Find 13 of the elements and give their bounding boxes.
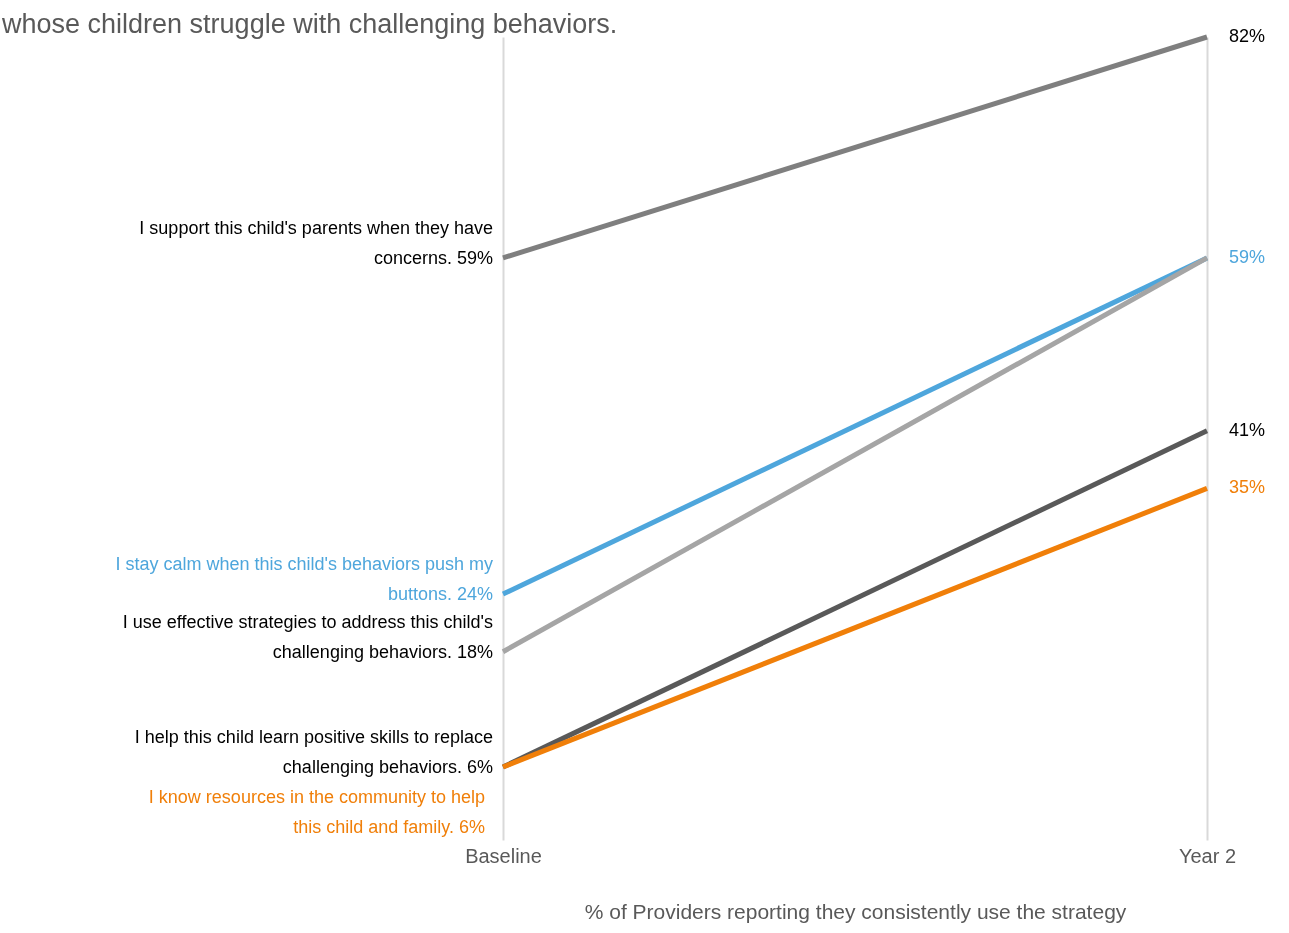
chart-title: whose children struggle with challenging behaviors. xyxy=(1,9,618,39)
text: I support this child's parents when they have concerns. 59% xyxy=(139,217,493,268)
data-label: 59% xyxy=(1229,246,1266,267)
text: I stay calm when this child's behaviors push my buttons. 24% xyxy=(115,554,493,605)
text: I use effective strategies to address this child's challenging behaviors. 18% xyxy=(122,611,493,662)
x-tick-label: Year 2 xyxy=(1178,844,1237,867)
x-axis-title: % of Providers reporting they consistently use the strategy xyxy=(584,899,1127,923)
data-label: 82% xyxy=(1229,26,1266,46)
text: I know resources in the community to help this child and family. 6% xyxy=(148,787,485,837)
data-label: 41% xyxy=(1229,419,1266,440)
data-label: 35% xyxy=(1229,477,1266,498)
x-tick-label: Baseline xyxy=(465,844,542,867)
text: I help this child learn positive skills to replace challenging behaviors. 6% xyxy=(134,727,493,777)
